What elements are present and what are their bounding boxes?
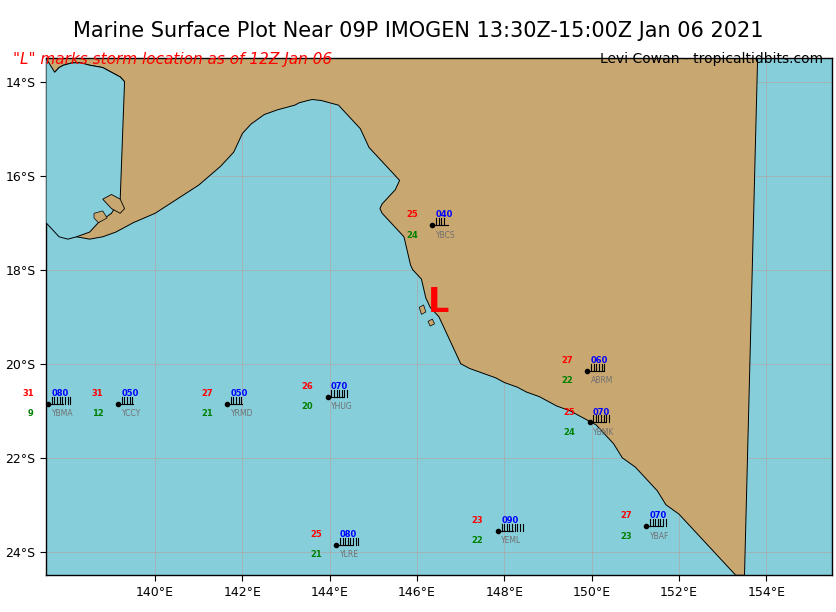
Text: 23: 23 [472, 516, 483, 525]
Text: 070: 070 [331, 382, 349, 391]
Text: YBMK: YBMK [593, 428, 614, 437]
Polygon shape [46, 58, 767, 575]
Text: 12: 12 [92, 409, 104, 419]
Text: YLRE: YLRE [339, 550, 359, 559]
Text: 24: 24 [406, 231, 418, 240]
Text: 060: 060 [591, 356, 609, 365]
Text: Marine Surface Plot Near 09P IMOGEN 13:30Z-15:00Z Jan 06 2021: Marine Surface Plot Near 09P IMOGEN 13:3… [73, 21, 763, 42]
Text: 080: 080 [339, 530, 357, 539]
Text: 25: 25 [310, 530, 322, 539]
Text: 090: 090 [502, 516, 518, 525]
Text: YCCY: YCCY [121, 409, 140, 419]
Text: 070: 070 [650, 511, 667, 520]
Text: 080: 080 [52, 389, 69, 398]
Text: YBMA: YBMA [52, 409, 74, 419]
Text: L: L [428, 286, 450, 319]
Text: 26: 26 [302, 382, 314, 391]
Text: YHUG: YHUG [331, 402, 353, 411]
Text: 21: 21 [201, 409, 212, 419]
Text: YBCS: YBCS [436, 231, 456, 240]
Polygon shape [46, 58, 125, 239]
Text: 31: 31 [22, 389, 33, 398]
Text: 070: 070 [593, 408, 610, 417]
Text: 21: 21 [310, 550, 322, 559]
Text: 050: 050 [231, 389, 248, 398]
Text: 24: 24 [563, 428, 575, 437]
Text: 27: 27 [201, 389, 212, 398]
Text: 27: 27 [620, 511, 632, 520]
Text: 22: 22 [561, 376, 573, 386]
Text: 25: 25 [406, 211, 418, 219]
Polygon shape [103, 195, 125, 213]
Text: 22: 22 [472, 536, 483, 545]
Text: 31: 31 [92, 389, 104, 398]
Text: YRMD: YRMD [231, 409, 253, 419]
Text: 20: 20 [302, 402, 314, 411]
Text: 040: 040 [436, 211, 453, 219]
Polygon shape [419, 305, 426, 315]
Text: "L" marks storm location as of 12Z Jan 06: "L" marks storm location as of 12Z Jan 0… [13, 52, 332, 67]
Polygon shape [94, 211, 107, 223]
Text: Levi Cowan - tropicaltidbits.com: Levi Cowan - tropicaltidbits.com [600, 52, 823, 66]
Text: YBAF: YBAF [650, 532, 669, 540]
Polygon shape [428, 319, 435, 326]
Text: 9: 9 [28, 409, 33, 419]
Text: 050: 050 [121, 389, 139, 398]
Text: 25: 25 [563, 408, 575, 417]
Text: ABRM: ABRM [591, 376, 613, 386]
Text: YEML: YEML [502, 536, 522, 545]
Text: 23: 23 [620, 532, 632, 540]
Text: 27: 27 [561, 356, 573, 365]
